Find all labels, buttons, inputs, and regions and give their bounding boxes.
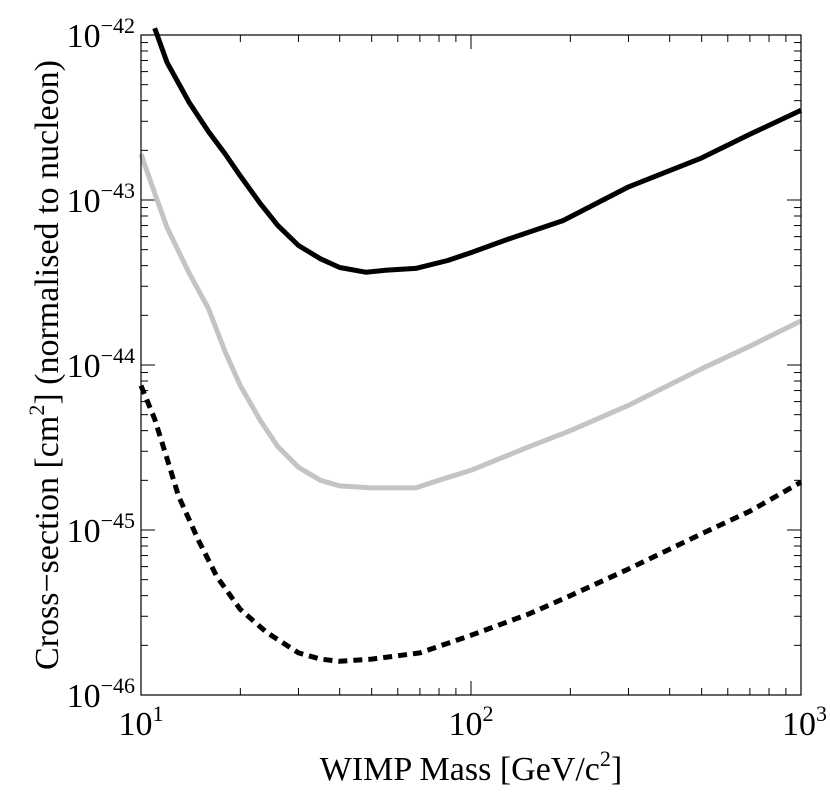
- y-tick-label: 10−42: [67, 13, 135, 55]
- x-tick-label: 101: [119, 701, 164, 743]
- data-series: [138, 27, 803, 664]
- limit-black-solid: [152, 27, 803, 275]
- x-tick-label: 102: [449, 701, 494, 743]
- y-tick-label: 10−44: [67, 343, 135, 385]
- x-axis-title: WIMP Mass [GeV/c2]: [320, 746, 622, 788]
- tick-labels: 101 102 103 10−42 10−43 10−44 10−45 10−46: [67, 13, 827, 743]
- y-tick-label: 10−43: [67, 178, 135, 220]
- plot-frame: [140, 34, 802, 696]
- x-tick-label: 103: [782, 701, 827, 743]
- y-tick-label: 10−45: [67, 508, 135, 550]
- minor-ticks: [140, 35, 801, 696]
- limit-gray-solid: [138, 153, 803, 491]
- y-axis-title: Cross−section [cm2] (normalised to nucle…: [24, 60, 66, 670]
- limit-black-dashed: [138, 384, 803, 664]
- y-tick-label: 10−46: [67, 673, 135, 715]
